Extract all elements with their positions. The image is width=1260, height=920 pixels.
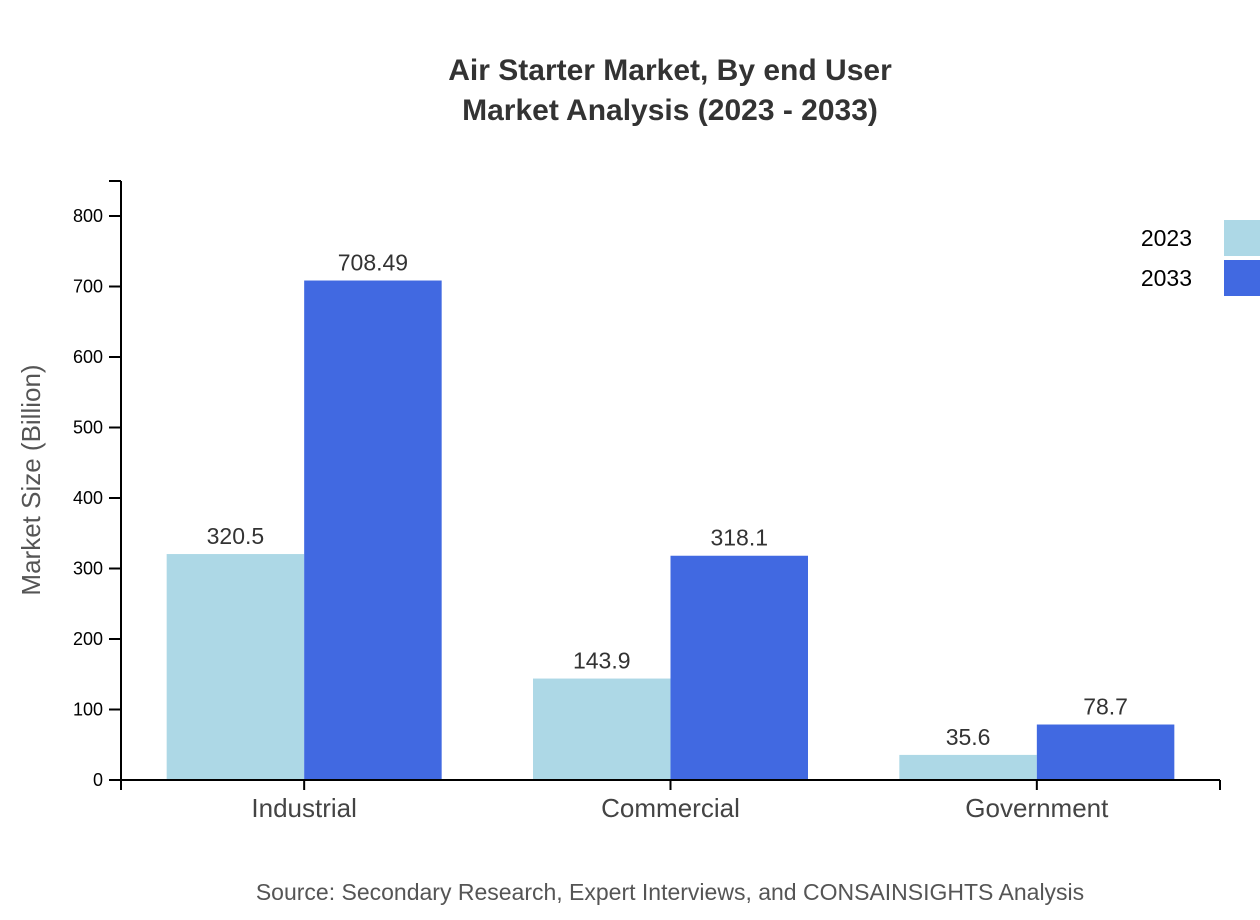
data-label: 143.9 bbox=[573, 648, 631, 674]
bar-2023-commercial bbox=[533, 678, 671, 780]
y-tick-label: 0 bbox=[93, 770, 103, 790]
bar-2023-industrial bbox=[166, 554, 305, 780]
y-tick-label: 800 bbox=[73, 206, 103, 226]
legend-swatch bbox=[1224, 220, 1260, 256]
legend-swatch bbox=[1224, 260, 1260, 296]
y-tick-label: 200 bbox=[73, 629, 103, 649]
x-tick-label: Commercial bbox=[601, 793, 740, 823]
x-tick-label: Industrial bbox=[251, 793, 357, 823]
bar-2033-government bbox=[1036, 724, 1175, 780]
y-tick-label: 100 bbox=[73, 700, 103, 720]
y-tick-label: 600 bbox=[73, 347, 103, 367]
data-label: 318.1 bbox=[710, 525, 768, 551]
chart-subtitle: Market Analysis (2023 - 2033) bbox=[462, 94, 878, 127]
x-tick-label: Government bbox=[965, 793, 1109, 823]
y-tick-label: 400 bbox=[73, 488, 103, 508]
y-tick-label: 300 bbox=[73, 559, 103, 579]
bar-2023-government bbox=[899, 754, 1037, 780]
data-label: 78.7 bbox=[1083, 694, 1128, 720]
y-tick-label: 500 bbox=[73, 418, 103, 438]
legend-label: 2033 bbox=[1141, 265, 1192, 291]
legend-label: 2023 bbox=[1141, 225, 1192, 251]
chart-title: Air Starter Market, By end User bbox=[448, 54, 892, 87]
y-axis-label: Market Size (Billion) bbox=[16, 364, 46, 595]
bar-2033-industrial bbox=[304, 280, 442, 780]
bar-2033-commercial bbox=[670, 555, 808, 780]
source-note: Source: Secondary Research, Expert Inter… bbox=[256, 879, 1084, 905]
data-label: 708.49 bbox=[338, 250, 408, 276]
data-label: 35.6 bbox=[946, 724, 991, 750]
data-label: 320.5 bbox=[207, 523, 265, 549]
y-tick-label: 700 bbox=[73, 277, 103, 297]
